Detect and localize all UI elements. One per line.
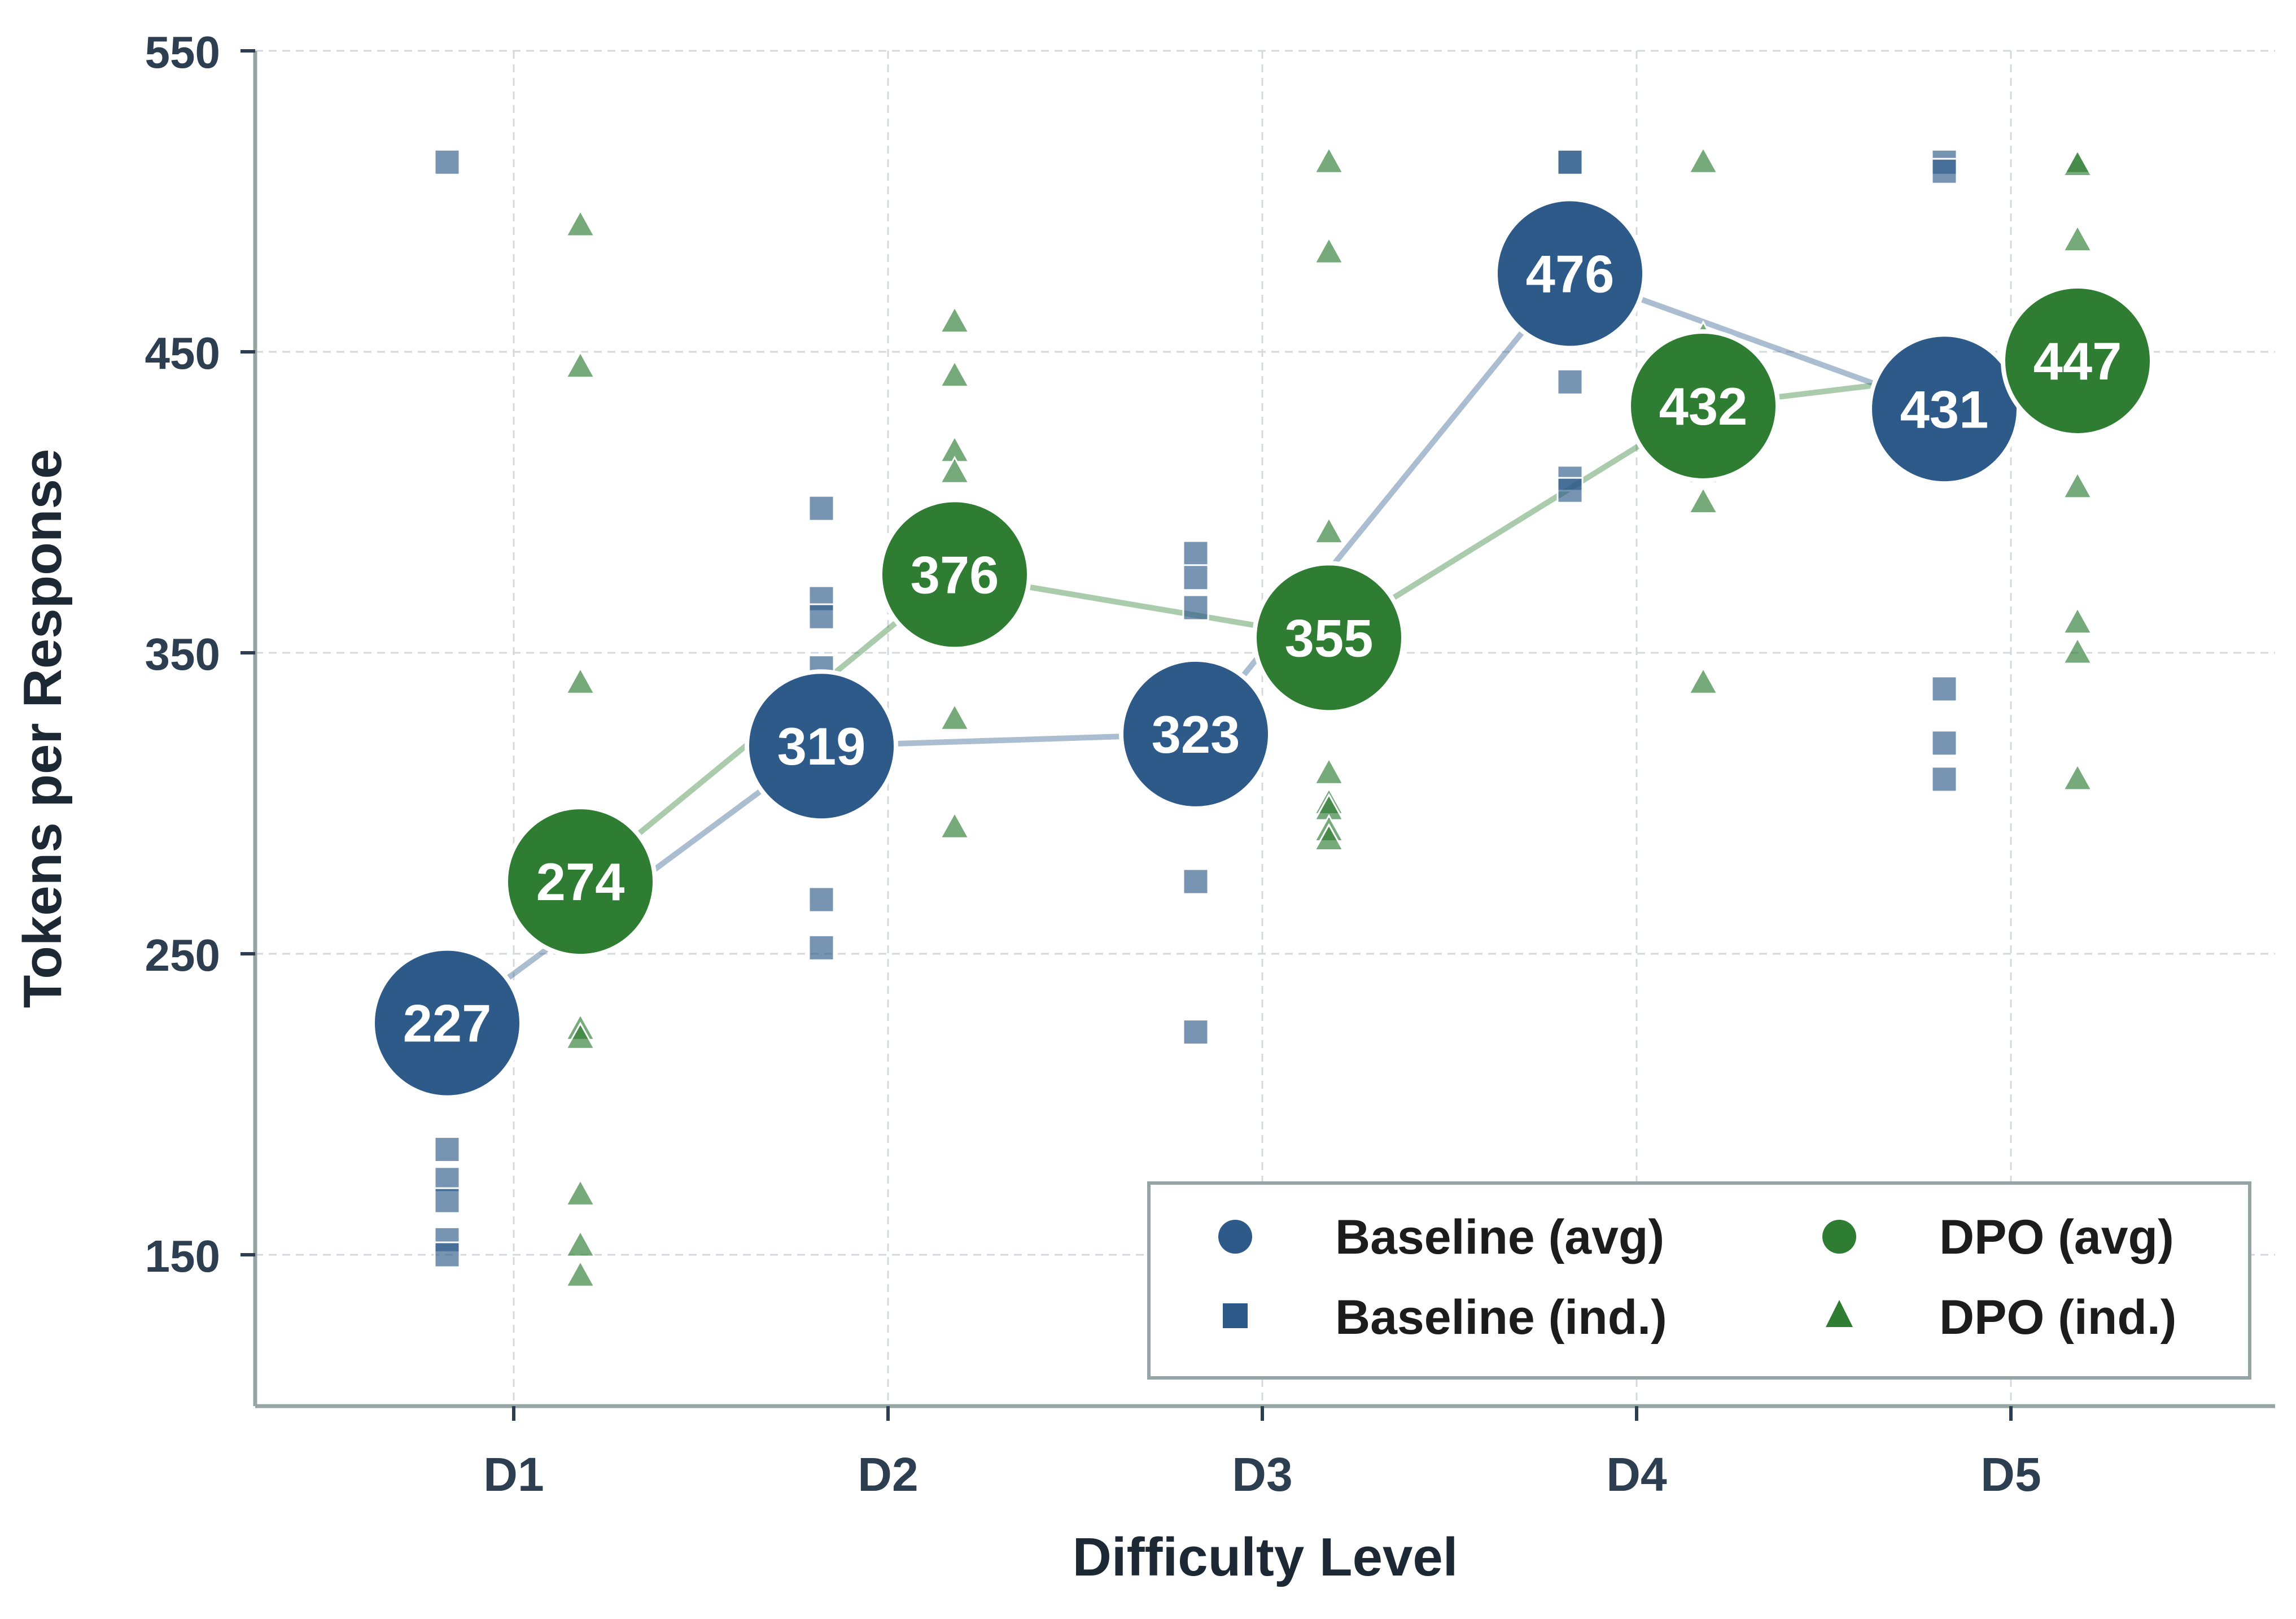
legend-dpo-ind-marker bbox=[1826, 1300, 1853, 1327]
dpo-average-label: 274 bbox=[536, 852, 625, 911]
dpo-individual-point bbox=[1687, 486, 1719, 514]
dpo-average-point bbox=[1626, 329, 1780, 483]
baseline-individual-point bbox=[1931, 675, 1958, 702]
dpo-average-label: 432 bbox=[1659, 377, 1748, 436]
dpo-average-label: 355 bbox=[1285, 608, 1374, 667]
baseline-individual-point bbox=[1556, 149, 1584, 176]
y-tick-label: 350 bbox=[145, 629, 220, 679]
baseline-individual-point bbox=[1182, 594, 1209, 621]
dpo-individual-point bbox=[565, 350, 596, 379]
baseline-individual-point bbox=[1931, 766, 1958, 793]
legend-dpo-avg-marker bbox=[1822, 1220, 1856, 1254]
dpo-average-point bbox=[504, 805, 657, 959]
x-tick-label: D2 bbox=[858, 1448, 918, 1501]
baseline-individual-point bbox=[434, 149, 461, 176]
baseline-individual-point bbox=[1556, 368, 1584, 395]
dpo-individual-point bbox=[1313, 757, 1345, 785]
y-tick-label: 550 bbox=[145, 27, 220, 77]
baseline-individual-point bbox=[434, 1136, 461, 1163]
dpo-average-label: 376 bbox=[911, 545, 999, 604]
y-tick-label: 450 bbox=[145, 328, 220, 378]
dpo-individual-point bbox=[565, 1178, 596, 1206]
dpo-average-label: 447 bbox=[2033, 331, 2122, 391]
dpo-individual-point bbox=[2062, 470, 2093, 499]
baseline-average-label: 476 bbox=[1526, 244, 1615, 303]
dpo-individual-point bbox=[1313, 823, 1345, 851]
dpo-individual-point bbox=[1687, 666, 1719, 695]
dpo-individual-point bbox=[2062, 636, 2093, 665]
legend-baseline-ind-marker bbox=[1223, 1303, 1248, 1328]
dpo-individual-point bbox=[939, 456, 970, 484]
dpo-average-point bbox=[1252, 561, 1406, 715]
dpo-individual-point bbox=[939, 359, 970, 388]
baseline-individual-point bbox=[434, 1241, 461, 1268]
x-tick-label: D5 bbox=[1980, 1448, 2041, 1501]
baseline-average-label: 323 bbox=[1152, 705, 1240, 764]
dpo-individual-point bbox=[2062, 762, 2093, 791]
baseline-individual-point bbox=[434, 1187, 461, 1214]
dpo-individual-point bbox=[2062, 149, 2093, 177]
legend-box bbox=[1147, 1181, 2251, 1380]
y-tick-label: 150 bbox=[145, 1231, 220, 1281]
legend-baseline-ind-label: Baseline (ind.) bbox=[1335, 1290, 1667, 1345]
legend: Baseline (avg) Baseline (ind.) DPO (avg)… bbox=[1147, 1181, 2251, 1380]
legend-baseline-avg-label: Baseline (avg) bbox=[1335, 1210, 1664, 1264]
baseline-individual-point bbox=[1182, 540, 1209, 567]
dpo-individual-point bbox=[1313, 146, 1345, 174]
dpo-individual-point bbox=[1687, 146, 1719, 174]
baseline-individual-point bbox=[808, 934, 835, 961]
x-axis-label: Difficulty Level bbox=[1073, 1527, 1458, 1587]
dpo-individual-point bbox=[565, 1022, 596, 1050]
average-markers-layer: 227 319 323 476 431 274 376 355 432 447 bbox=[370, 197, 2154, 1100]
legend-dpo-avg-label: DPO (avg) bbox=[1939, 1210, 2174, 1264]
baseline-individual-point bbox=[808, 886, 835, 913]
dpo-individual-point bbox=[1313, 516, 1345, 544]
y-axis-label: Tokens per Response bbox=[12, 449, 73, 1009]
dpo-average-point bbox=[878, 498, 1031, 652]
dpo-individual-point bbox=[939, 305, 970, 334]
baseline-individual-point bbox=[1182, 1019, 1209, 1046]
baseline-average-point bbox=[1119, 657, 1272, 811]
baseline-average-label: 319 bbox=[777, 717, 866, 776]
baseline-individual-point bbox=[808, 603, 835, 630]
baseline-average-label: 227 bbox=[403, 994, 492, 1053]
dpo-individual-point bbox=[939, 811, 970, 839]
baseline-individual-point bbox=[1556, 477, 1584, 504]
y-tick-label: 250 bbox=[145, 930, 220, 980]
x-tick-label: D4 bbox=[1606, 1448, 1667, 1501]
dpo-individual-point bbox=[2062, 224, 2093, 252]
x-tick-label: D1 bbox=[483, 1448, 544, 1501]
baseline-average-point bbox=[370, 946, 524, 1100]
legend-baseline-avg-marker bbox=[1218, 1220, 1252, 1254]
baseline-individual-point bbox=[808, 495, 835, 522]
baseline-individual-point bbox=[1182, 564, 1209, 591]
baseline-average-point bbox=[745, 669, 898, 823]
baseline-individual-point bbox=[1182, 868, 1209, 895]
baseline-individual-point bbox=[1931, 158, 1958, 185]
dpo-individual-point bbox=[939, 702, 970, 731]
tick-layer: 150 250 350 450 550 D1 D2 D3 D4 D5 bbox=[145, 27, 2041, 1501]
dpo-individual-point bbox=[565, 1259, 596, 1288]
dpo-individual-point bbox=[565, 209, 596, 237]
x-tick-label: D3 bbox=[1232, 1448, 1292, 1501]
dpo-average-point bbox=[2001, 283, 2154, 438]
dpo-individual-point bbox=[565, 666, 596, 695]
dpo-individual-point bbox=[1313, 236, 1345, 264]
baseline-individual-point bbox=[1931, 730, 1958, 757]
dpo-individual-point bbox=[565, 1229, 596, 1258]
baseline-average-label: 431 bbox=[1900, 379, 1989, 439]
dpo-individual-point bbox=[2062, 606, 2093, 635]
baseline-average-point bbox=[1493, 197, 1647, 351]
legend-dpo-ind-label: DPO (ind.) bbox=[1939, 1290, 2176, 1345]
